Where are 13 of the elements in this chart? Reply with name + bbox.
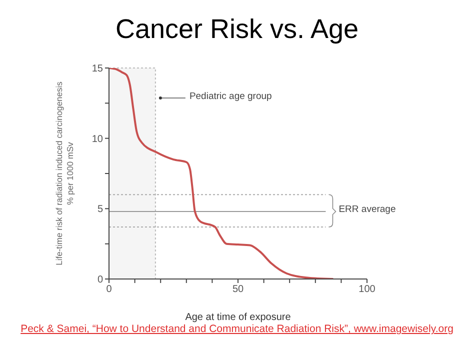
y-tick-label: 0 [97, 274, 104, 286]
y-tick-label: 15 [92, 64, 104, 75]
y-tick-label: 10 [92, 134, 104, 145]
chart-title: Cancer Risk vs. Age [114, 14, 360, 45]
text: Peck & Samei, “How to Understand and Communicate Radiation Risk”, www.imagewisely.org [20, 323, 454, 335]
x-axis-title: Age at time of exposure [185, 312, 292, 323]
annotation: Pediatric age group [189, 91, 272, 102]
y-axis-title: Life-time risk of radiation induced carcinogenesis % per 1000 mSv [54, 82, 75, 266]
annotation: ERR average [338, 204, 396, 216]
x-tick-label: 50 [232, 284, 244, 296]
x-tick-label: 0 [106, 284, 112, 296]
x-tick-label: 100 [358, 284, 376, 296]
y-tick-label: 5 [97, 204, 104, 216]
